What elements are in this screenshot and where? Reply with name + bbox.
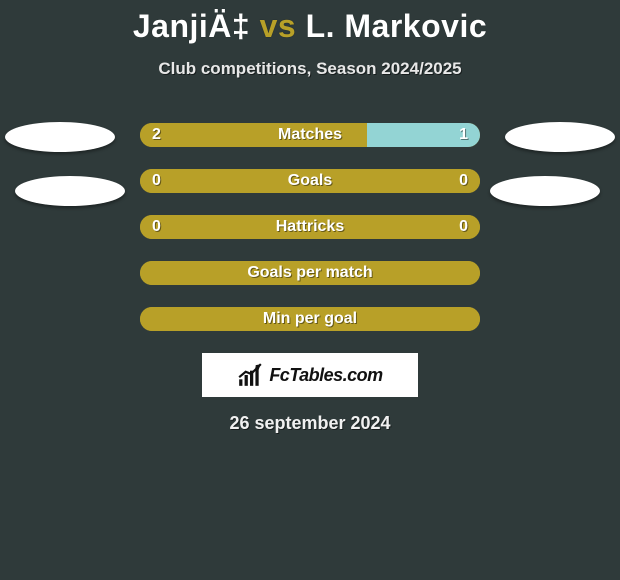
- comparison-infographic: JanjiÄ‡ vs L. Markovic Club competitions…: [0, 0, 620, 580]
- stat-row-hattricks: 0 Hattricks 0: [0, 215, 620, 239]
- bar-left: [140, 307, 480, 331]
- stat-row-min-per-goal: Min per goal: [0, 307, 620, 331]
- page-title: JanjiÄ‡ vs L. Markovic: [0, 0, 620, 45]
- bar-track: Goals per match: [140, 261, 480, 285]
- bar-track: Min per goal: [140, 307, 480, 331]
- stat-row-matches: 2 Matches 1: [0, 123, 620, 147]
- stat-row-goals: 0 Goals 0: [0, 169, 620, 193]
- bar-track: 0 Hattricks 0: [140, 215, 480, 239]
- vs-label: vs: [260, 8, 297, 44]
- bar-track: 2 Matches 1: [140, 123, 480, 147]
- chart-up-icon: [237, 362, 263, 388]
- stats-area: 2 Matches 1 0 Goals 0 0 Hattricks 0: [0, 123, 620, 331]
- player-a-name: JanjiÄ‡: [133, 8, 250, 44]
- brand-box: FcTables.com: [202, 353, 418, 397]
- bar-left: [140, 215, 480, 239]
- bar-left: [140, 123, 367, 147]
- player-b-name: L. Markovic: [306, 8, 488, 44]
- date-line: 26 september 2024: [0, 413, 620, 434]
- brand-text: FcTables.com: [269, 365, 382, 386]
- bar-track: 0 Goals 0: [140, 169, 480, 193]
- bar-left: [140, 261, 480, 285]
- competition-subtitle: Club competitions, Season 2024/2025: [0, 59, 620, 79]
- stat-row-goals-per-match: Goals per match: [0, 261, 620, 285]
- bar-right: [367, 123, 480, 147]
- bar-left: [140, 169, 480, 193]
